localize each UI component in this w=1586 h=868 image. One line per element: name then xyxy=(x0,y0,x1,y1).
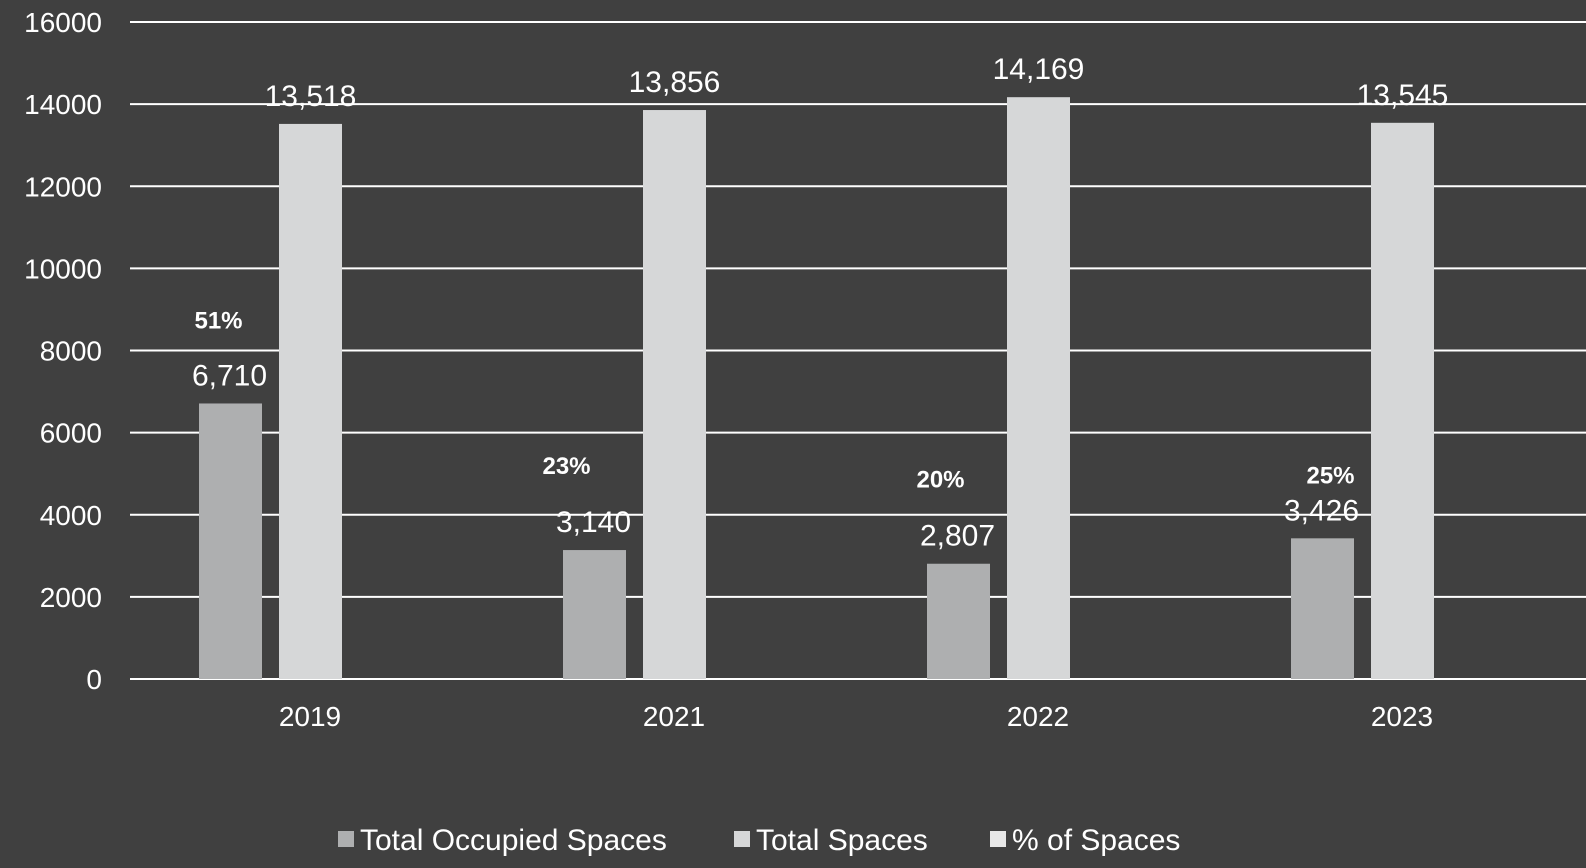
y-tick-label: 16000 xyxy=(24,7,102,38)
data-label-total: 13,545 xyxy=(1357,79,1449,112)
bar-total-occupied-spaces xyxy=(927,563,990,679)
x-axis-ticks: 2019 2021 2022 2023 xyxy=(279,701,1433,732)
data-label-total: 13,856 xyxy=(629,66,721,99)
x-tick-label: 2022 xyxy=(1007,701,1069,732)
x-tick-label: 2023 xyxy=(1371,701,1433,732)
data-label-occupied: 6,710 xyxy=(192,359,267,392)
gridlines xyxy=(130,21,1586,680)
legend-swatch xyxy=(990,831,1006,847)
y-tick-label: 6000 xyxy=(40,418,102,449)
bar-total-occupied-spaces xyxy=(563,550,626,679)
data-label-occupied: 3,140 xyxy=(556,506,631,539)
legend-swatch xyxy=(338,831,354,847)
bars xyxy=(199,97,1434,680)
data-label-occupied: 3,426 xyxy=(1284,494,1359,527)
data-label-occupied: 2,807 xyxy=(920,520,995,553)
bar-total-spaces xyxy=(1007,97,1070,680)
data-label-percent: 20% xyxy=(916,467,964,494)
bar-total-occupied-spaces xyxy=(1291,538,1354,679)
legend-label: Total Spaces xyxy=(756,824,928,857)
data-label-total: 14,169 xyxy=(993,53,1085,86)
legend-swatch xyxy=(734,831,750,847)
bar-total-spaces xyxy=(1371,122,1434,679)
x-tick-label: 2019 xyxy=(279,701,341,732)
legend-label: Total Occupied Spaces xyxy=(360,824,667,857)
x-tick-label: 2021 xyxy=(643,701,705,732)
data-label-percent: 25% xyxy=(1306,462,1354,489)
y-tick-label: 10000 xyxy=(24,253,102,284)
data-label-percent: 23% xyxy=(542,453,590,480)
y-tick-label: 8000 xyxy=(40,336,102,367)
data-label-percent: 51% xyxy=(194,307,242,334)
legend: Total Occupied Spaces Total Spaces % of Sp… xyxy=(338,824,1180,857)
legend-label: % of Spaces xyxy=(1012,824,1180,857)
y-tick-label: 2000 xyxy=(40,582,102,613)
bar-total-spaces xyxy=(279,123,342,680)
y-tick-label: 12000 xyxy=(24,171,102,202)
bar-total-occupied-spaces xyxy=(199,403,262,679)
y-tick-label: 4000 xyxy=(40,500,102,531)
bar-total-spaces xyxy=(643,110,706,679)
data-labels: 6,710 13,518 51% 3,140 13,856 23% 2,807 14,169 2… xyxy=(192,53,1448,553)
y-tick-label: 0 xyxy=(86,664,102,695)
data-label-total: 13,518 xyxy=(265,80,357,113)
y-axis-ticks: 0 2000 4000 6000 8000 10000 12000 14000 16000 xyxy=(24,7,102,695)
y-tick-label: 14000 xyxy=(24,89,102,120)
